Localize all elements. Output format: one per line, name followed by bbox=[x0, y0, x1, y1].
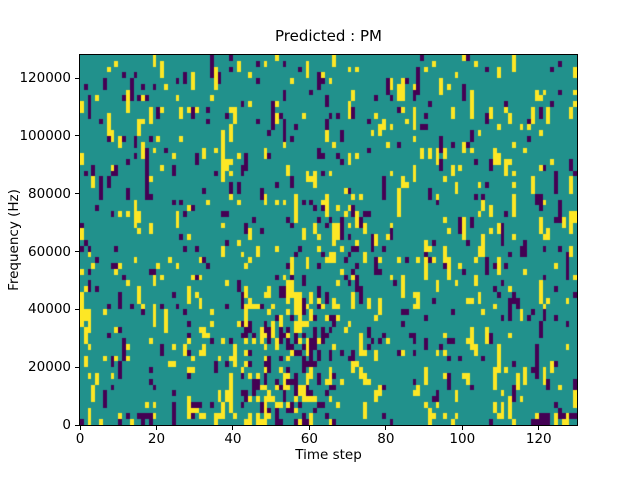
heatmap-canvas bbox=[80, 55, 577, 425]
y-tick-label: 120000 bbox=[19, 70, 71, 87]
x-tick-label: 0 bbox=[75, 431, 85, 447]
x-tick-label: 80 bbox=[377, 431, 395, 447]
x-tick-mark bbox=[308, 426, 310, 430]
x-axis-label: Time step bbox=[295, 447, 362, 463]
x-tick-mark bbox=[79, 426, 81, 430]
y-tick-label: 40000 bbox=[28, 301, 71, 318]
x-tick-label: 40 bbox=[224, 431, 242, 447]
y-tick-mark bbox=[75, 308, 79, 310]
y-tick-label: 80000 bbox=[28, 185, 71, 202]
y-tick-mark bbox=[75, 135, 79, 137]
y-tick-mark bbox=[75, 251, 79, 253]
y-tick-mark bbox=[75, 424, 79, 426]
x-tick-mark bbox=[385, 426, 387, 430]
y-tick-label: 100000 bbox=[19, 127, 71, 144]
chart-title: Predicted : PM bbox=[275, 27, 382, 45]
y-tick-mark bbox=[75, 77, 79, 79]
y-tick-label: 20000 bbox=[28, 359, 71, 376]
x-tick-label: 20 bbox=[147, 431, 166, 447]
x-tick-mark bbox=[461, 426, 463, 430]
y-tick-mark bbox=[75, 366, 79, 368]
x-tick-mark bbox=[538, 426, 540, 430]
x-tick-mark bbox=[232, 426, 234, 430]
plot-area bbox=[79, 54, 578, 426]
y-tick-label: 0 bbox=[62, 417, 71, 433]
x-tick-label: 120 bbox=[525, 431, 552, 447]
y-tick-label: 60000 bbox=[28, 243, 71, 260]
x-tick-label: 100 bbox=[449, 431, 476, 447]
y-tick-mark bbox=[75, 193, 79, 195]
x-tick-mark bbox=[155, 426, 157, 430]
y-axis-label: Frequency (Hz) bbox=[6, 189, 22, 291]
x-tick-label: 60 bbox=[300, 431, 318, 447]
